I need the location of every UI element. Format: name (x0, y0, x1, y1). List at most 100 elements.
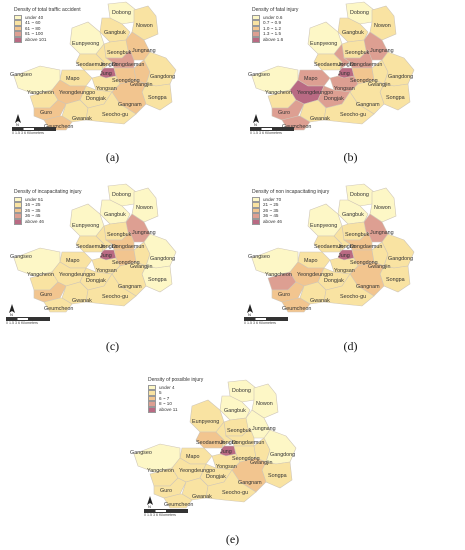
legend-swatch (252, 31, 260, 37)
district-label-yangcheon: Yangcheon (147, 468, 174, 474)
legend-label: above 11 (159, 406, 178, 412)
legend-item: under 0.6 (252, 14, 298, 21)
district-label-jongno: Jongno (220, 440, 238, 446)
district-label-gangseo: Gangseo (10, 254, 32, 260)
district-seocho-gu (205, 469, 257, 503)
district-label-dongjak: Dongjak (86, 96, 106, 102)
district-label-yangcheon: Yangcheon (265, 272, 292, 278)
district-label-seongbuk: Seongbuk (345, 232, 370, 238)
district-label-seodaemun: Seodaemun (314, 244, 343, 250)
district-label-geumcheon: Geumcheon (164, 502, 193, 508)
district-geumcheon (281, 297, 311, 313)
scale-label: 0 1.5 3 6 Kilometers (244, 321, 276, 325)
legend-d: Density of non incapacitating injury und… (252, 189, 329, 225)
district-label-songpa: Songpa (148, 95, 167, 101)
district-gangbuk (219, 395, 251, 421)
district-gangdong (143, 233, 177, 269)
legend-swatch (252, 14, 260, 21)
legend-item: above 46 (252, 218, 329, 225)
svg-text:N: N (248, 312, 251, 317)
district-label-nowon: Nowon (136, 205, 153, 211)
district-gangdong (263, 429, 297, 465)
district-label-dongjak: Dongjak (86, 278, 106, 284)
legend-item: above 101 (14, 36, 81, 43)
legend-swatch (252, 207, 260, 214)
district-label-dongdaemun: Dongdaemun (350, 244, 382, 250)
caption-e: (e) (225, 532, 240, 546)
district-label-gwanak: Gwanak (72, 116, 92, 122)
district-label-songpa: Songpa (148, 277, 167, 283)
district-label-gangseo: Gangseo (248, 72, 270, 78)
legend-label: 26 ~ 35 (25, 207, 41, 213)
district-guro (33, 281, 67, 303)
district-label-gangdong: Gangdong (270, 452, 295, 458)
legend-swatch (14, 20, 22, 26)
district-label-dongjak: Dongjak (324, 278, 344, 284)
seoul-choropleth-map-a: Dobong Nowon Gangbuk Eunpyeong Seongbuk Jungn… (10, 1, 177, 131)
legend-swatch (252, 196, 260, 203)
district-label-mapo: Mapo (66, 76, 80, 82)
district-label-seodaemun: Seodaemun (76, 244, 105, 250)
legend-item: 41 ~ 60 (14, 20, 81, 26)
district-label-geumcheon: Geumcheon (282, 124, 311, 130)
map-panel-e: Dobong Nowon Gangbuk Eunpyeong Seongbuk Jungn… (120, 372, 345, 550)
legend-label: 36 ~ 45 (263, 213, 279, 219)
district-label-seongbuk: Seongbuk (107, 232, 132, 238)
legend-swatch (148, 390, 156, 396)
district-label-songpa: Songpa (386, 95, 405, 101)
seoul-choropleth-map-e: Dobong Nowon Gangbuk Eunpyeong Seongbuk Jungn… (130, 379, 297, 509)
caption-c: (c) (105, 339, 120, 353)
district-label-dobong: Dobong (112, 192, 131, 198)
legend-label: above 46 (263, 218, 282, 224)
legend-item: 26 ~ 35 (14, 207, 82, 214)
north-arrow-icon: N (147, 496, 153, 509)
district-label-yangcheon: Yangcheon (27, 272, 54, 278)
district-label-gwangjin: Gwangjin (368, 82, 390, 88)
district-label-gangseo: Gangseo (10, 72, 32, 78)
district-label-seocho-gu: Seocho-gu (340, 112, 366, 118)
legend-title: Density of incapacitating injury (14, 189, 82, 195)
district-label-nowon: Nowon (256, 401, 273, 407)
legend-e: Density of possible injury under 4 5 6 ~… (148, 377, 203, 413)
district-label-gangbuk: Gangbuk (224, 408, 246, 414)
district-label-mapo: Mapo (186, 454, 200, 460)
scale-bar: 0 1.5 3 6 Kilometers (6, 317, 50, 325)
district-label-seodaemun: Seodaemun (196, 440, 225, 446)
district-label-dobong: Dobong (350, 10, 369, 16)
scale-label: 0 1.5 3 6 Kilometers (12, 131, 44, 135)
district-guro (271, 99, 305, 121)
district-label-gwanak: Gwanak (310, 298, 330, 304)
legend-item: 0.7 ~ 0.9 (252, 20, 298, 26)
north-arrow-icon: N (247, 304, 253, 317)
district-label-nowon: Nowon (136, 23, 153, 29)
district-gangbuk (337, 17, 369, 43)
legend-swatch (14, 25, 22, 32)
district-label-gangdong: Gangdong (150, 256, 175, 262)
legend-label: 16 ~ 25 (25, 202, 41, 208)
district-label-gangdong: Gangdong (388, 256, 413, 262)
svg-text:N: N (254, 122, 257, 127)
legend-swatch (148, 384, 156, 391)
district-label-seongdong: Seongdong (350, 260, 378, 266)
legend-swatch (252, 202, 260, 208)
district-jungnang (363, 31, 389, 61)
district-label-dobong: Dobong (112, 10, 131, 16)
caption-a: (a) (105, 150, 120, 164)
district-jongno (215, 421, 233, 449)
district-label-gangseo: Gangseo (130, 450, 152, 456)
district-label-dongjak: Dongjak (206, 474, 226, 480)
district-jungnang (363, 213, 389, 243)
map-panel-c: Dobong Nowon Gangbuk Eunpyeong Seongbuk Jungn… (0, 182, 225, 353)
district-label-yangcheon: Yangcheon (27, 90, 54, 96)
district-label-seocho-gu: Seocho-gu (102, 112, 128, 118)
legend-item: 1.0 ~ 1.2 (252, 25, 298, 32)
district-label-mapo: Mapo (66, 258, 80, 264)
district-jongno (95, 225, 113, 253)
district-label-yongsan: Yongsan (96, 268, 117, 274)
district-label-jongno: Jongno (100, 62, 118, 68)
district-label-gwangjin: Gwangjin (250, 460, 272, 466)
district-guro (33, 99, 67, 121)
district-label-seodaemun: Seodaemun (314, 62, 343, 68)
legend-c: Density of incapacitating injury under 5… (14, 189, 82, 225)
district-label-dongjak: Dongjak (324, 96, 344, 102)
